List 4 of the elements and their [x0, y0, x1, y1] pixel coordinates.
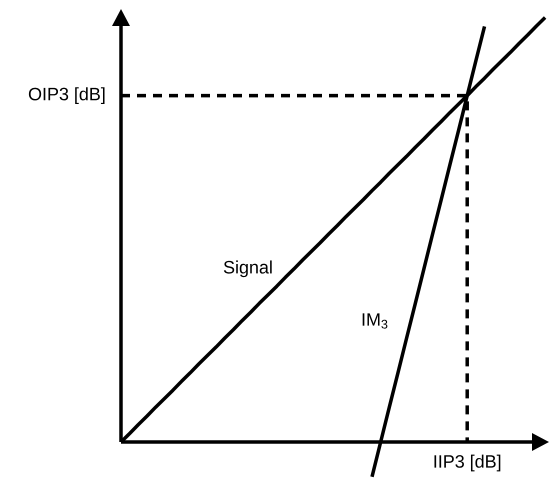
series-label: Signal: [224, 260, 272, 278]
annotation: IIP3 [dB]: [434, 454, 500, 472]
series-label: IM$_{3}$: [362, 313, 388, 329]
ref-line-label: OIP3 [dB]: [28, 87, 105, 104]
